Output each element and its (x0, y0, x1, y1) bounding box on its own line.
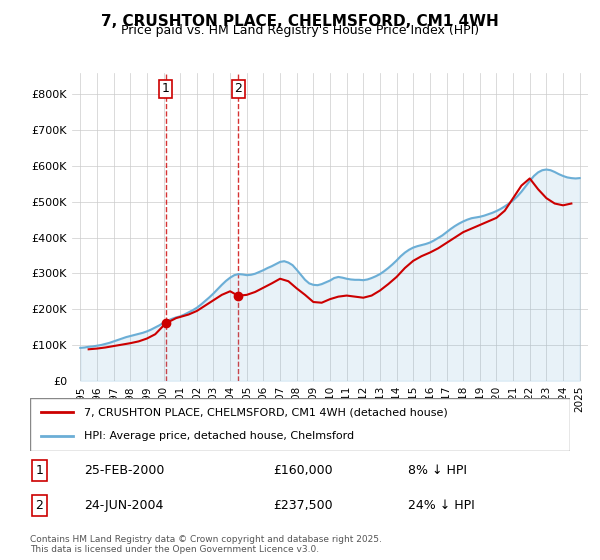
Text: £237,500: £237,500 (273, 499, 332, 512)
Text: 1: 1 (161, 82, 169, 95)
Text: HPI: Average price, detached house, Chelmsford: HPI: Average price, detached house, Chel… (84, 431, 354, 441)
Text: 2: 2 (35, 499, 43, 512)
Text: Contains HM Land Registry data © Crown copyright and database right 2025.
This d: Contains HM Land Registry data © Crown c… (30, 535, 382, 554)
Text: 7, CRUSHTON PLACE, CHELMSFORD, CM1 4WH (detached house): 7, CRUSHTON PLACE, CHELMSFORD, CM1 4WH (… (84, 408, 448, 418)
Text: 24-JUN-2004: 24-JUN-2004 (84, 499, 163, 512)
Text: 25-FEB-2000: 25-FEB-2000 (84, 464, 164, 477)
Text: £160,000: £160,000 (273, 464, 332, 477)
Text: 1: 1 (35, 464, 43, 477)
FancyBboxPatch shape (30, 398, 570, 451)
Text: 8% ↓ HPI: 8% ↓ HPI (408, 464, 467, 477)
Text: 24% ↓ HPI: 24% ↓ HPI (408, 499, 475, 512)
Text: 7, CRUSHTON PLACE, CHELMSFORD, CM1 4WH: 7, CRUSHTON PLACE, CHELMSFORD, CM1 4WH (101, 14, 499, 29)
Text: Price paid vs. HM Land Registry's House Price Index (HPI): Price paid vs. HM Land Registry's House … (121, 24, 479, 36)
Text: 2: 2 (234, 82, 242, 95)
